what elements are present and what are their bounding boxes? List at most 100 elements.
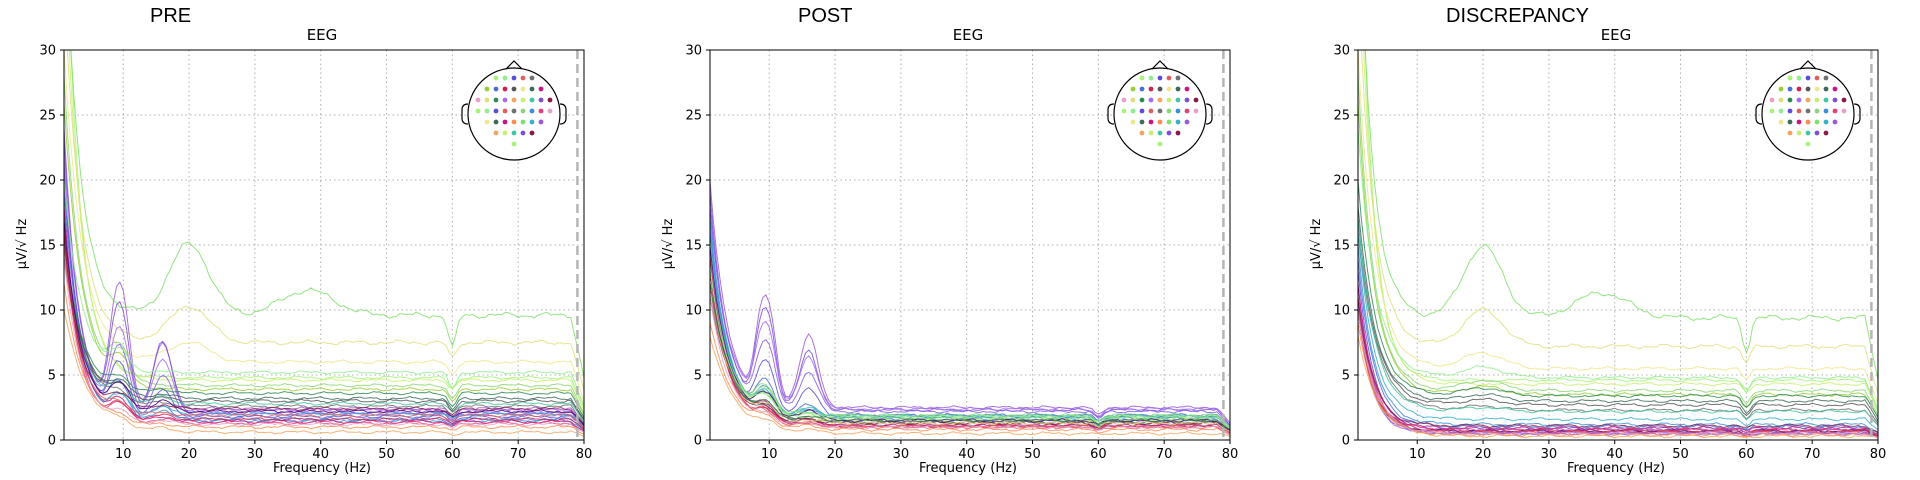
- sensor-dot: [1787, 75, 1793, 81]
- sensor-dot: [520, 75, 526, 81]
- sensor-dot: [1841, 97, 1847, 103]
- channel-spectrum-line: [1358, 218, 1878, 424]
- sensor-dot: [1166, 130, 1172, 136]
- channel-spectrum-line: [710, 270, 1230, 434]
- y-tick-label: 0: [1342, 434, 1350, 449]
- sensor-dot: [520, 86, 526, 92]
- sensor-dot: [529, 108, 535, 114]
- sensor-dot: [547, 108, 553, 114]
- channel-spectrum-line: [1364, 50, 1878, 411]
- x-tick-label: 50: [1024, 447, 1041, 462]
- sensor-dot: [529, 75, 535, 81]
- channel-spectrum-line: [710, 244, 1230, 428]
- sensor-dot: [502, 130, 508, 136]
- channel-spectrum-line: [1358, 206, 1878, 422]
- channel-spectrum-line: [710, 218, 1230, 428]
- x-tick-label: 40: [312, 447, 329, 462]
- sensor-dot: [493, 108, 499, 114]
- sensor-dot: [1175, 130, 1181, 136]
- x-tick-label: 60: [1090, 447, 1107, 462]
- sensor-dot: [1184, 119, 1190, 125]
- sensor-dot: [1832, 119, 1838, 125]
- sensor-dot: [1166, 75, 1172, 81]
- sensor-dot: [538, 97, 544, 103]
- sensor-dot: [493, 97, 499, 103]
- sensor-dot: [502, 119, 508, 125]
- x-tick-label: 20: [1475, 447, 1492, 462]
- sensor-dot: [1157, 97, 1163, 103]
- sensor-dot: [1805, 75, 1811, 81]
- x-tick-label: 40: [958, 447, 975, 462]
- sensor-dot: [529, 97, 535, 103]
- sensor-dot: [1841, 108, 1847, 114]
- channel-spectrum-line: [710, 322, 1230, 436]
- channel-spectrum-line: [64, 231, 584, 430]
- y-tick-label: 10: [685, 304, 702, 319]
- sensor-dot: [475, 97, 481, 103]
- channel-spectrum-line: [1358, 218, 1878, 426]
- sensor-dot: [1832, 97, 1838, 103]
- sensor-dot: [1157, 130, 1163, 136]
- channel-spectrum-line: [64, 179, 584, 406]
- sensor-dot: [502, 75, 508, 81]
- panel-figure-title: POST: [798, 5, 852, 27]
- y-tick-label: 5: [1342, 369, 1350, 384]
- sensor-dot: [1193, 108, 1199, 114]
- sensor-dot: [538, 108, 544, 114]
- channel-spectrum-line: [64, 244, 584, 429]
- channel-spectrum-line: [710, 285, 1230, 433]
- panel-figure-title: DISCREPANCY: [1446, 5, 1589, 27]
- channel-spectrum-line: [64, 219, 584, 426]
- y-tick-label: 20: [685, 174, 702, 189]
- sensor-dot: [1814, 86, 1820, 92]
- channel-spectrum-line: [1358, 297, 1878, 437]
- channel-spectrum-line: [64, 179, 584, 429]
- sensor-dot: [1121, 108, 1127, 114]
- channel-spectrum-line: [1361, 50, 1878, 394]
- x-tick-label: 10: [761, 447, 778, 462]
- sensor-dot: [1184, 86, 1190, 92]
- sensor-dot: [1805, 97, 1811, 103]
- sensor-dot: [1823, 119, 1829, 125]
- sensor-dot: [1796, 97, 1802, 103]
- tick-group: 10 20 30 40 50 60 70 80 0 5 10 15 20 25 30: [1333, 44, 1886, 463]
- sensor-dot: [1148, 97, 1154, 103]
- sensor-dot: [1166, 86, 1172, 92]
- sensor-dot: [529, 119, 535, 125]
- sensor-dot: [1139, 75, 1145, 81]
- channel-spectra: [1358, 50, 1878, 439]
- y-tick-label: 25: [39, 109, 56, 124]
- x-tick-label: 60: [444, 447, 461, 462]
- sensor-topomap-inset: [1755, 60, 1861, 161]
- channel-spectrum-line: [710, 271, 1230, 431]
- y-tick-label: 15: [1333, 239, 1350, 254]
- sensor-dot: [1787, 97, 1793, 103]
- sensor-dot: [1130, 119, 1136, 125]
- sensor-dot: [1778, 119, 1784, 125]
- channel-spectrum-line: [1358, 308, 1878, 437]
- channel-spectrum-line: [710, 206, 1230, 426]
- sensor-dot: [1157, 141, 1163, 147]
- channel-spectrum-line: [64, 76, 584, 414]
- pre-psd-panel: PRE EEG Frequency (Hz) µV/√ Hz 10 20 30 40 5…: [15, 5, 592, 476]
- y-tick-label: 15: [39, 239, 56, 254]
- y-axis-label: µV/√ Hz: [1309, 219, 1324, 270]
- channel-spectrum-line: [64, 50, 584, 402]
- y-axis-label: µV/√ Hz: [15, 219, 30, 270]
- channel-spectrum-line: [64, 192, 584, 431]
- panel-figure-title: PRE: [150, 5, 191, 27]
- sensor-dot: [1805, 141, 1811, 147]
- sensor-dot: [1805, 108, 1811, 114]
- channel-spectrum-line: [1358, 75, 1878, 416]
- sensor-dot: [538, 119, 544, 125]
- sensor-dot: [1787, 108, 1793, 114]
- nose-outline: [505, 60, 523, 70]
- sensor-dot: [1796, 86, 1802, 92]
- channel-spectrum-line: [64, 246, 584, 420]
- x-tick-label: 80: [1870, 447, 1887, 462]
- channel-spectrum-line: [64, 207, 584, 431]
- sensor-dot: [1778, 97, 1784, 103]
- sensor-dot: [1139, 119, 1145, 125]
- sensor-dot: [511, 141, 517, 147]
- right-ear-outline: [1853, 103, 1861, 125]
